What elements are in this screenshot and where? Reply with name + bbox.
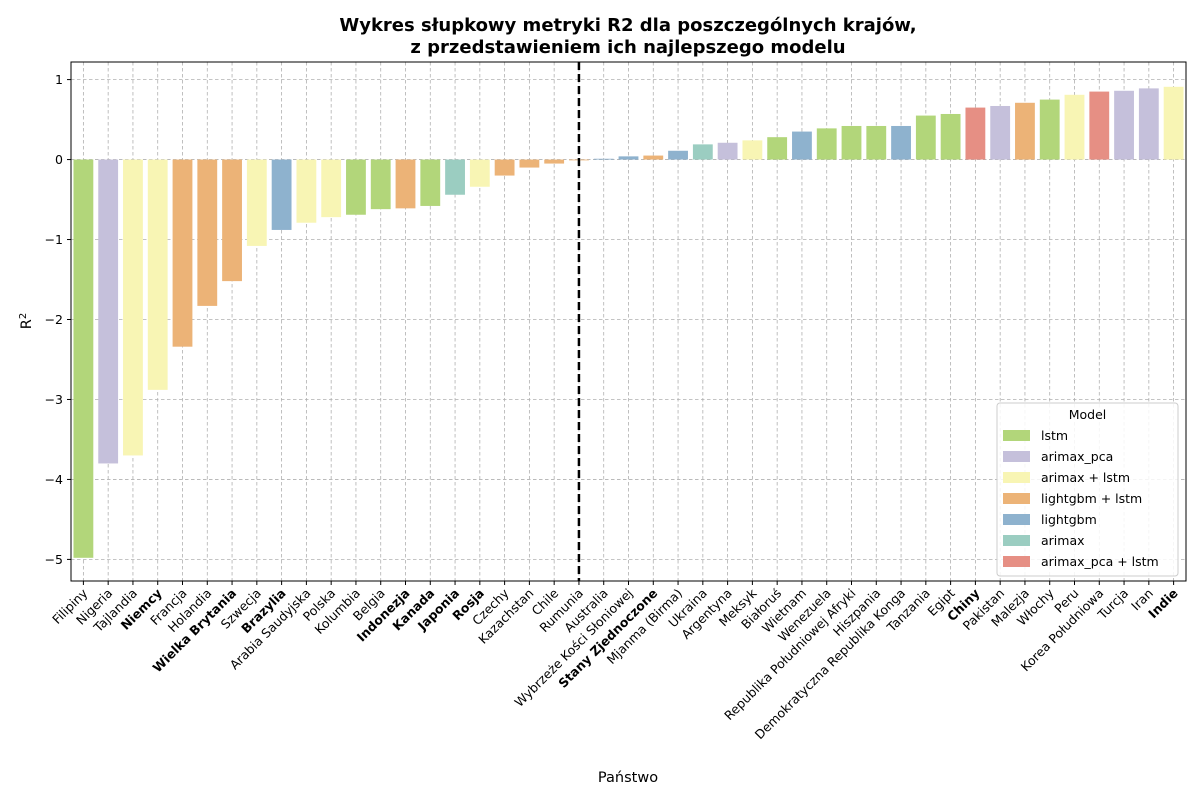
bar (668, 150, 688, 160)
y-tick-label: −1 (45, 232, 63, 247)
legend-label: lstm (1041, 428, 1068, 443)
bar (618, 156, 639, 160)
bar (544, 159, 565, 164)
bars (73, 86, 1184, 558)
legend-swatch (1003, 451, 1030, 462)
y-axis-label-sup: 2 (18, 313, 29, 319)
bar (742, 140, 763, 160)
bar (469, 159, 490, 187)
bar (692, 144, 713, 160)
bar (346, 159, 366, 215)
bar (940, 113, 961, 160)
legend-label: arimax (1041, 533, 1085, 548)
bar (172, 159, 193, 347)
bar (519, 159, 540, 168)
bar (792, 131, 812, 160)
legend-label: arimax_pca + lstm (1041, 554, 1159, 569)
chart-title-line2: z przedstawieniem ich najlepszego modelu (410, 37, 845, 58)
bar (717, 142, 738, 160)
legend-label: lightgbm (1041, 512, 1097, 527)
bar (1039, 99, 1060, 160)
bar (123, 159, 143, 456)
y-tick-label: −5 (45, 552, 63, 567)
bar (321, 159, 342, 218)
legend-swatch (1003, 514, 1030, 525)
y-axis-label-main: R (19, 319, 35, 329)
bar (767, 137, 788, 160)
bar (370, 159, 391, 210)
bar (643, 155, 664, 160)
legend-box (996, 402, 1179, 577)
legend-label: lightgbm + lstm (1041, 491, 1142, 506)
bar (73, 159, 94, 558)
legend-swatch (1003, 535, 1030, 546)
bar (197, 159, 218, 306)
y-tick-label: −4 (45, 472, 63, 487)
chart-title-line1: Wykres słupkowy metryki R2 dla poszczegó… (339, 15, 916, 36)
bar (1114, 90, 1134, 160)
legend-swatch (1003, 556, 1030, 567)
bar (1089, 91, 1110, 160)
bar (965, 107, 986, 160)
bar (271, 159, 292, 230)
bar (246, 159, 267, 246)
bar (494, 159, 515, 176)
bar (147, 159, 168, 390)
bar (98, 159, 119, 464)
bar (1138, 88, 1159, 160)
bar (841, 125, 862, 160)
bar (816, 128, 837, 160)
bar (296, 159, 317, 223)
bar (222, 159, 242, 282)
bar (891, 125, 911, 160)
bar (866, 125, 887, 160)
bar (1015, 102, 1035, 160)
y-tick-label: −2 (45, 312, 63, 327)
y-tick-label: 0 (55, 152, 63, 167)
x-axis: FilipinyNigeriaTajlandiaNiemcyFrancjaHol… (49, 581, 1181, 742)
y-tick-label: 1 (55, 72, 63, 87)
bar (1064, 94, 1085, 160)
legend-label: arimax_pca (1041, 449, 1113, 464)
bar (990, 105, 1011, 160)
bar (395, 159, 416, 209)
legend-swatch (1003, 472, 1030, 483)
legend-swatch (1003, 493, 1030, 504)
legend-swatch (1003, 430, 1030, 441)
y-tick-label: −3 (45, 392, 63, 407)
x-axis-label: Państwo (598, 770, 658, 786)
bar (420, 159, 441, 206)
bar (1163, 86, 1184, 160)
y-axis-label: R2 (18, 313, 36, 329)
y-axis: 1 0 −1 −2 −3 −4 −5 (45, 72, 71, 567)
legend-label: arimax + lstm (1041, 470, 1130, 485)
bar (593, 158, 614, 160)
legend-title: Model (1069, 407, 1107, 422)
bar (445, 159, 465, 195)
bar (915, 115, 936, 160)
